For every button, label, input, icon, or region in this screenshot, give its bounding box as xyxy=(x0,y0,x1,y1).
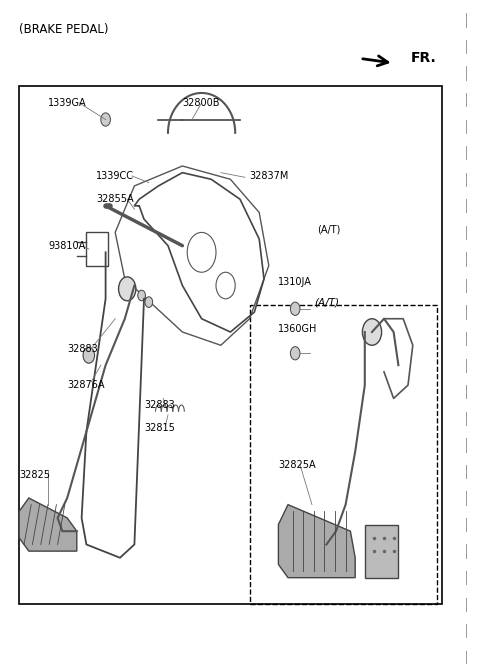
Text: 32825A: 32825A xyxy=(278,459,316,470)
Circle shape xyxy=(290,302,300,315)
Text: 32825: 32825 xyxy=(19,469,50,480)
Text: FR.: FR. xyxy=(410,51,436,66)
Bar xyxy=(86,232,108,266)
Text: 1339GA: 1339GA xyxy=(48,98,86,108)
Text: (A/T): (A/T) xyxy=(314,297,339,307)
Text: 93810A: 93810A xyxy=(48,240,85,251)
Text: 1360GH: 1360GH xyxy=(278,323,318,334)
Text: 1339CC: 1339CC xyxy=(96,171,134,181)
Polygon shape xyxy=(19,498,77,551)
Text: 32876A: 32876A xyxy=(67,380,105,390)
Text: 1310JA: 1310JA xyxy=(278,277,312,288)
Text: (A/T): (A/T) xyxy=(317,224,340,234)
Circle shape xyxy=(138,290,145,301)
Text: 32855A: 32855A xyxy=(96,194,133,205)
Text: 32883: 32883 xyxy=(67,343,98,354)
Text: 32815: 32815 xyxy=(144,423,175,434)
Bar xyxy=(19,86,442,604)
Text: 32837M: 32837M xyxy=(250,171,289,181)
Circle shape xyxy=(290,347,300,360)
Text: 32800B: 32800B xyxy=(182,98,220,108)
Bar xyxy=(250,305,437,604)
Text: (BRAKE PEDAL): (BRAKE PEDAL) xyxy=(19,23,108,37)
Circle shape xyxy=(145,297,153,307)
Circle shape xyxy=(119,277,136,301)
Circle shape xyxy=(362,319,382,345)
Text: 32883: 32883 xyxy=(144,400,175,410)
Bar xyxy=(365,525,398,578)
Polygon shape xyxy=(278,505,355,578)
Circle shape xyxy=(83,347,95,363)
Circle shape xyxy=(101,113,110,126)
